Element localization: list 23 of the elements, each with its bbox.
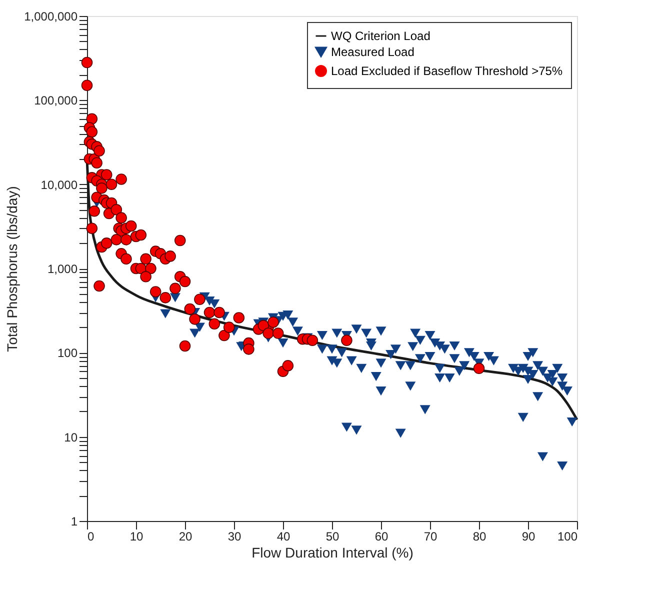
x-tick-label: 0 — [88, 530, 94, 544]
y-tick-label: 10,000 — [40, 178, 78, 192]
x-tick-label: 40 — [276, 530, 290, 544]
x-tick-label: 20 — [178, 530, 192, 544]
y-axis-title: Total Phosphorus (lbs/day) — [4, 186, 20, 352]
y-tick-label: 1,000,000 — [24, 10, 78, 24]
y-tick-label: 1,000 — [47, 262, 78, 276]
y-tick-label: 100 — [57, 346, 78, 360]
x-tick-label: 50 — [326, 530, 340, 544]
legend-label: Load Excluded if Baseflow Threshold >75% — [331, 64, 563, 78]
x-axis-title: Flow Duration Interval (%) — [252, 544, 414, 560]
x-tick-label: 60 — [374, 530, 388, 544]
y-tick-label: 10 — [64, 430, 78, 444]
y-tick-label: 1 — [70, 514, 78, 528]
x-tick-label: 90 — [522, 530, 536, 544]
x-tick-label: 100 — [557, 530, 578, 544]
x-tick-label: 70 — [424, 530, 438, 544]
x-tick-label: 30 — [228, 530, 242, 544]
y-tick-label: 100,000 — [34, 94, 78, 108]
legend-label: WQ Criterion Load — [331, 29, 430, 43]
x-tick-label: 10 — [130, 530, 144, 544]
legend-label: Measured Load — [331, 45, 414, 59]
x-tick-label: 80 — [472, 530, 486, 544]
